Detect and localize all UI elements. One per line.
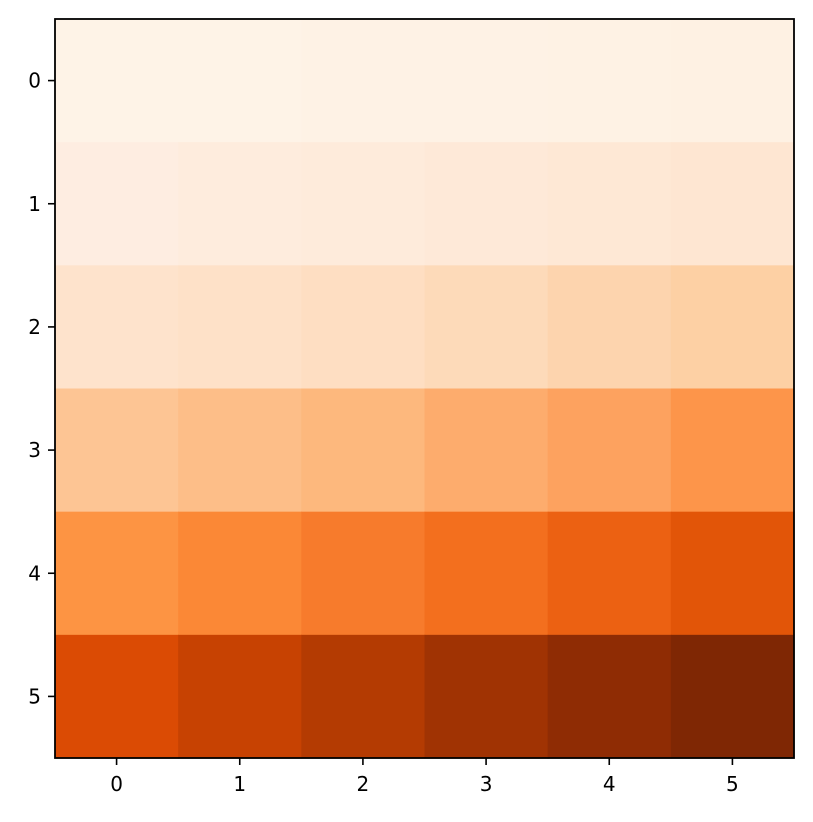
heatmap-cell-r0-c1 xyxy=(178,19,302,143)
heatmap-cell-r4-c4 xyxy=(547,511,672,636)
heatmap-cell-r4-c1 xyxy=(178,511,302,636)
x-tick-label: 4 xyxy=(603,772,616,796)
heatmap-cell-r5-c3 xyxy=(424,634,549,759)
y-tick-label: 1 xyxy=(28,192,41,216)
heatmap-cell-r3-c5 xyxy=(670,388,795,513)
heatmap-cell-r2-c0 xyxy=(55,265,179,390)
heatmap-cell-r4-c2 xyxy=(301,511,426,636)
heatmap-cell-r3-c0 xyxy=(55,388,179,513)
y-tick-label: 2 xyxy=(28,315,41,339)
plot-frame xyxy=(54,18,795,759)
heatmap-cell-r0-c5 xyxy=(670,19,795,143)
y-tick-label: 5 xyxy=(28,684,41,708)
heatmap-cell-r5-c0 xyxy=(55,634,179,759)
x-axis: 0 1 2 3 4 5 xyxy=(110,758,739,796)
heatmap-cell-r2-c4 xyxy=(547,265,672,390)
heatmap-cell-r1-c2 xyxy=(301,142,426,266)
y-tick-label: 3 xyxy=(28,438,41,462)
heatmap-cell-r2-c5 xyxy=(670,265,795,390)
heatmap-cell-r5-c2 xyxy=(301,634,426,759)
heatmap-cell-r5-c4 xyxy=(547,634,672,759)
heatmap-cell-r2-c1 xyxy=(178,265,302,390)
heatmap-cell-r0-c0 xyxy=(55,19,179,143)
x-tick-label: 3 xyxy=(480,772,493,796)
heatmap-cell-r4-c5 xyxy=(670,511,795,636)
heatmap-cell-r0-c4 xyxy=(547,19,672,143)
x-tick-label: 1 xyxy=(233,772,246,796)
heatmap-cell-r1-c4 xyxy=(547,142,672,266)
heatmap-cell-r3-c1 xyxy=(178,388,302,513)
x-tick-label: 0 xyxy=(110,772,123,796)
x-tick-label: 2 xyxy=(357,772,370,796)
heatmap-cell-r1-c0 xyxy=(55,142,179,266)
heatmap-cell-r4-c0 xyxy=(55,511,179,636)
heatmap-cell-r4-c3 xyxy=(424,511,549,636)
heatmap-cell-r3-c4 xyxy=(547,388,672,513)
heatmap-cell-r5-c5 xyxy=(670,634,795,759)
y-tick-label: 4 xyxy=(28,561,41,585)
heatmap-cell-r1-c5 xyxy=(670,142,795,266)
heatmap-cell-r0-c3 xyxy=(424,19,549,143)
y-tick-label: 0 xyxy=(28,69,41,93)
heatmap-cell-r0-c2 xyxy=(301,19,426,143)
heatmap-cells xyxy=(55,19,795,759)
heatmap-cell-r2-c2 xyxy=(301,265,426,390)
heatmap-cell-r3-c3 xyxy=(424,388,549,513)
y-axis: 0 1 2 3 4 5 xyxy=(28,69,55,708)
x-tick-label: 5 xyxy=(726,772,739,796)
heatmap-cell-r1-c3 xyxy=(424,142,549,266)
heatmap-cell-r5-c1 xyxy=(178,634,302,759)
heatmap-cell-r1-c1 xyxy=(178,142,302,266)
heatmap-cell-r3-c2 xyxy=(301,388,426,513)
heatmap-cell-r2-c3 xyxy=(424,265,549,390)
